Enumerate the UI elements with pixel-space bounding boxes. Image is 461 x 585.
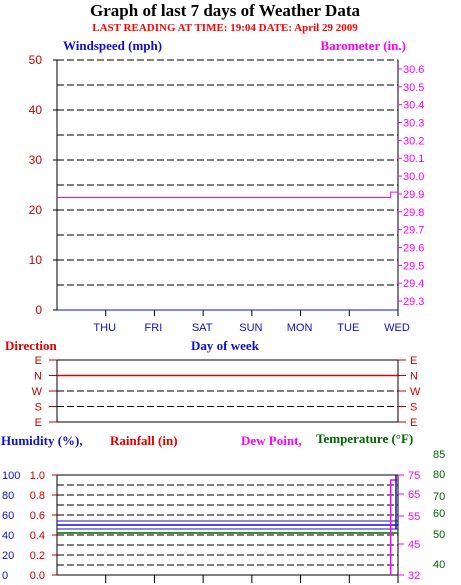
temp-tick-label: 80: [433, 469, 445, 481]
ytick-label-left: W: [32, 386, 43, 398]
ytick-label-right: 29.8: [403, 207, 424, 219]
windspeed-label: Windspeed (mph): [63, 38, 162, 53]
rain-tick-label: 0.8: [30, 490, 45, 502]
ytick-label-right: 29.5: [403, 260, 424, 272]
ytick-label-left: 10: [29, 253, 43, 267]
ytick-label-left: 0: [35, 303, 42, 317]
ytick-label-right: 29.9: [403, 189, 424, 201]
chart-title: Graph of last 7 days of Weather Data: [90, 1, 360, 20]
rain-tick-label: 1.0: [30, 470, 45, 482]
xtick-label: WED: [384, 322, 410, 334]
dewpoint-tick-label: 65: [408, 489, 420, 501]
humidity-rain-temp-panel: 0 20 40 60 80 100 0.0 0.2 0.4 0.6 0.8 1.0 32 45 55 65 75…: [2, 449, 445, 583]
direction-label: Direction: [5, 338, 58, 353]
dewpoint-tick-label: 55: [408, 511, 420, 523]
humidity-tick-label: 100: [2, 470, 20, 482]
ytick-label-right: 30.0: [403, 171, 424, 183]
ytick-label-left: N: [34, 371, 42, 383]
ytick-label-left: E: [35, 417, 42, 429]
ytick-label-left: E: [35, 355, 42, 367]
ytick-label-right: 30.3: [403, 118, 424, 130]
ytick-label-right: 30.5: [403, 82, 424, 94]
ytick-label-right: 29.3: [403, 296, 424, 308]
dewpoint-label: Dew Point,: [241, 433, 302, 448]
ytick-label-right: 29.6: [403, 243, 424, 255]
rain-tick-label: 0.2: [30, 550, 45, 562]
humidity-label: Humidity (%),: [1, 433, 83, 448]
ytick-label-left: 40: [29, 103, 43, 117]
ytick-label-right: 30.2: [403, 135, 424, 147]
ytick-label-left: 20: [29, 203, 43, 217]
ytick-label-left: S: [35, 402, 42, 414]
rain-tick-label: 0.4: [30, 530, 45, 542]
rain-tick-label: 0.0: [30, 570, 45, 582]
rainfall-label: Rainfall (in): [110, 433, 178, 448]
series-line: [57, 191, 398, 198]
ytick-label-right: 30.1: [403, 153, 424, 165]
humidity-tick-label: 40: [2, 530, 14, 542]
xtick-label: TUE: [337, 322, 359, 334]
humidity-tick-label: 80: [2, 490, 14, 502]
wind-barometer-panel: 0 10 20 30 40 50 29.3 29.4 29.5 29.6 29.7 29.8 29.9 3…: [29, 53, 425, 334]
ytick-label-right: E: [410, 417, 417, 429]
ytick-label-right: N: [410, 371, 418, 383]
rain-tick-label: 0.6: [30, 510, 45, 522]
xtick-label: MON: [287, 322, 313, 334]
xtick-label: FRI: [145, 322, 163, 334]
barometer-label: Barometer (in.): [321, 38, 406, 53]
ytick-label-right: W: [410, 386, 421, 398]
temp-tick-label: 60: [433, 508, 445, 520]
temp-tick-label: 40: [433, 559, 445, 571]
direction-panel: E EN NW WS SE E: [32, 355, 421, 429]
ytick-label-left: 30: [29, 153, 43, 167]
temp-tick-label: 50: [433, 529, 445, 541]
dewpoint-tick-label: 32: [408, 570, 420, 582]
temp-tick-label: 85: [433, 449, 445, 461]
humidity-tick-label: 0: [2, 570, 8, 582]
humidity-tick-label: 20: [2, 550, 14, 562]
ytick-label-right: 30.6: [403, 64, 424, 76]
dewpoint-tick-label: 75: [408, 470, 420, 482]
ytick-label-left: 50: [29, 53, 43, 67]
xtick-label: SUN: [239, 322, 262, 334]
xtick-label: SAT: [192, 322, 213, 334]
ytick-label-right: S: [410, 402, 417, 414]
temperature-label: Temperature (°F): [316, 431, 413, 446]
xaxis-label: Day of week: [191, 338, 260, 353]
dewpoint-tick-label: 45: [408, 539, 420, 551]
ytick-label-right: 30.4: [403, 100, 424, 112]
series-line: [389, 479, 398, 575]
ytick-label-right: 29.7: [403, 225, 424, 237]
temp-tick-label: 70: [433, 491, 445, 503]
xtick-label: THU: [93, 322, 116, 334]
ytick-label-right: E: [410, 355, 417, 367]
ytick-label-right: 29.4: [403, 278, 424, 290]
humidity-tick-label: 60: [2, 510, 14, 522]
last-reading: LAST READING AT TIME: 19:04 DATE: April …: [92, 22, 358, 34]
